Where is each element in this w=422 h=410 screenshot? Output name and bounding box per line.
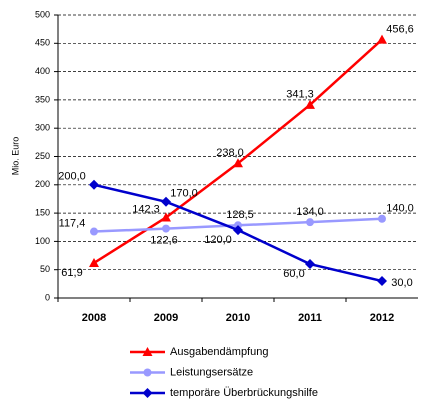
y-tick-label: 250 bbox=[35, 151, 50, 161]
legend-marker bbox=[143, 368, 152, 377]
y-tick-label: 450 bbox=[35, 38, 50, 48]
y-tick-label: 350 bbox=[35, 94, 50, 104]
data-label: 170,0 bbox=[170, 188, 198, 200]
marker bbox=[377, 276, 387, 287]
y-tick-label: 300 bbox=[35, 123, 50, 133]
y-tick-label: 400 bbox=[35, 66, 50, 76]
data-label: 30,0 bbox=[391, 277, 412, 289]
x-tick-label: 2009 bbox=[154, 312, 178, 324]
marker bbox=[161, 196, 171, 207]
data-label: 140,0 bbox=[386, 203, 414, 215]
data-label: 341,3 bbox=[286, 89, 314, 101]
data-label: 122,6 bbox=[150, 235, 178, 247]
legend-label: temporäre Überbrückungshilfe bbox=[170, 387, 318, 399]
marker bbox=[161, 212, 171, 222]
legend-label: Ausgabendämpfung bbox=[170, 346, 268, 358]
x-tick-label: 2008 bbox=[82, 312, 106, 324]
marker bbox=[378, 214, 386, 223]
data-label: 128,5 bbox=[226, 209, 254, 221]
marker bbox=[377, 34, 387, 44]
legend-label: Leistungsersätze bbox=[170, 366, 253, 378]
data-label: 238,0 bbox=[216, 147, 244, 159]
x-tick-label: 2012 bbox=[370, 312, 394, 324]
data-label: 61,9 bbox=[61, 267, 82, 279]
data-label: 456,6 bbox=[386, 23, 414, 35]
marker bbox=[233, 158, 243, 168]
y-tick-label: 500 bbox=[35, 9, 50, 19]
data-label: 200,0 bbox=[58, 171, 86, 183]
data-label: 120,0 bbox=[204, 234, 232, 246]
y-tick-label: 100 bbox=[35, 236, 50, 246]
marker bbox=[162, 224, 170, 233]
marker bbox=[305, 99, 315, 109]
y-tick-label: 50 bbox=[40, 264, 50, 274]
y-axis-label: Mio. Euro bbox=[10, 137, 20, 176]
y-tick-label: 0 bbox=[45, 292, 50, 302]
marker bbox=[90, 227, 98, 236]
y-tick-label: 150 bbox=[35, 207, 50, 217]
data-label: 134,0 bbox=[296, 206, 324, 218]
marker bbox=[89, 179, 99, 190]
marker bbox=[306, 218, 314, 227]
marker bbox=[89, 257, 99, 267]
x-tick-label: 2010 bbox=[226, 312, 250, 324]
y-tick-label: 200 bbox=[35, 179, 50, 189]
data-label: 60,0 bbox=[283, 268, 304, 280]
marker bbox=[305, 259, 315, 270]
marker bbox=[233, 225, 243, 236]
data-label: 117,4 bbox=[59, 217, 86, 229]
x-tick-label: 2011 bbox=[298, 312, 322, 324]
data-label: 142,3 bbox=[132, 203, 160, 215]
legend-marker bbox=[142, 347, 153, 356]
legend-marker bbox=[142, 388, 153, 398]
